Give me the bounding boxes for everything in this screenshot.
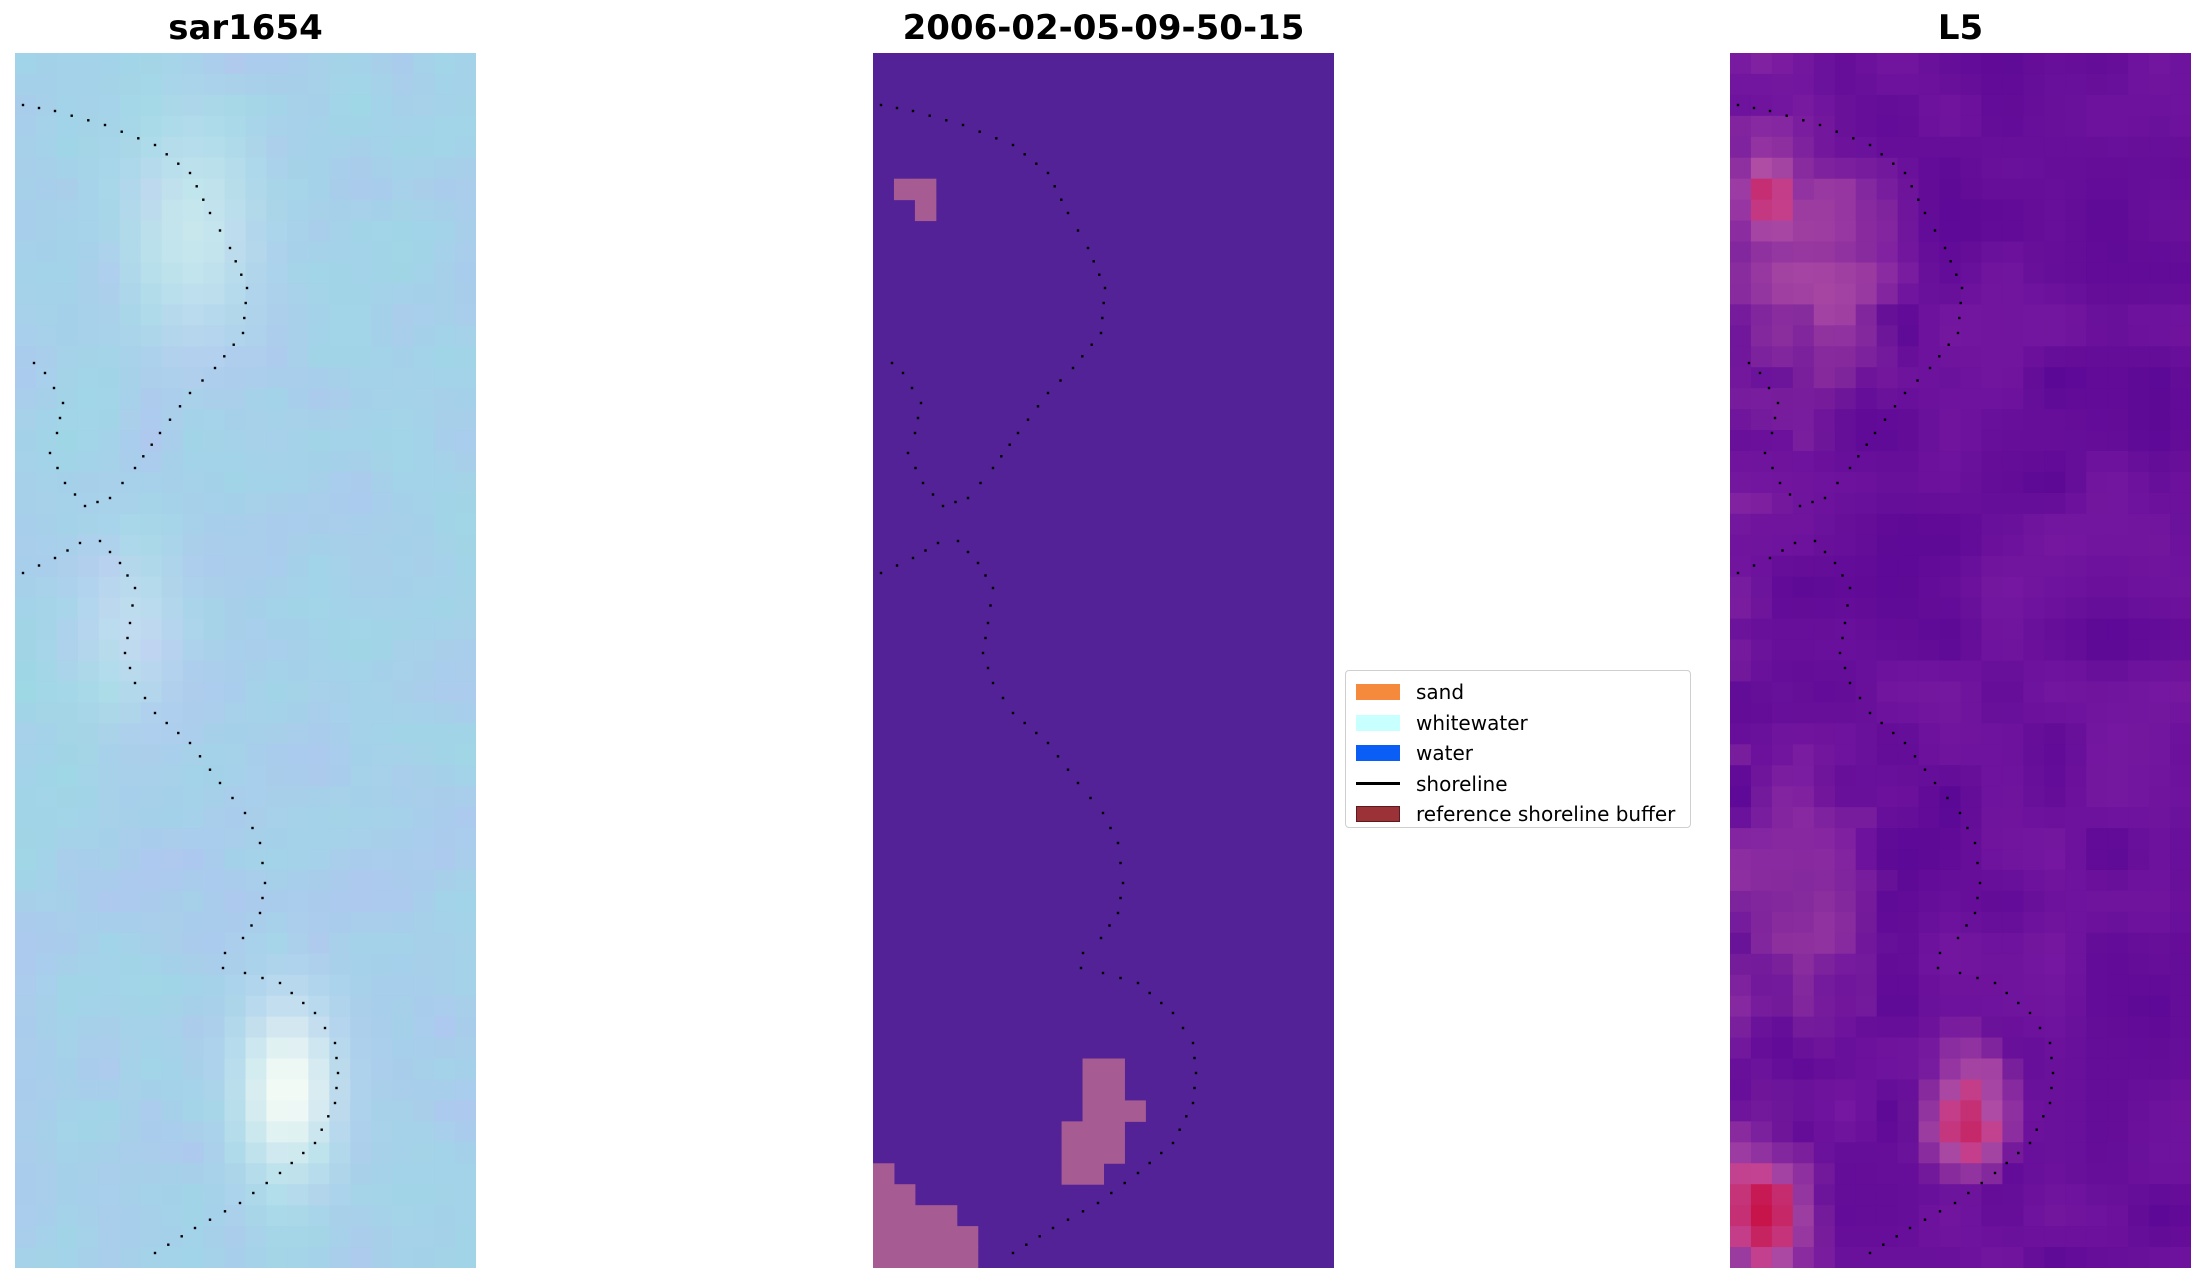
buffer-pixel	[873, 1247, 895, 1268]
legend-label: whitewater	[1416, 710, 1528, 735]
legend-label: reference shoreline buffer	[1416, 802, 1676, 827]
buffer-pixel	[873, 1205, 895, 1227]
legend-item-whitewater: whitewater	[1356, 708, 1680, 739]
reference-buffer-swatch	[1356, 806, 1400, 823]
buffer-pixel	[893, 1226, 916, 1248]
buffer-pixel	[1103, 1142, 1125, 1164]
buffer-pixel	[956, 1226, 979, 1248]
index-image	[1730, 53, 2191, 1268]
legend-item-shoreline: shoreline	[1356, 769, 1680, 800]
panel-title-classified: 2006-02-05-09-50-15	[902, 8, 1305, 48]
classified-image-panel	[873, 53, 1334, 1268]
buffer-pixel	[935, 1226, 958, 1248]
water-swatch	[1356, 745, 1400, 762]
buffer-pixel	[873, 1226, 895, 1248]
legend-item-water: water	[1356, 738, 1680, 769]
legend: sand whitewater water shoreline referenc…	[1345, 670, 1691, 828]
index-image-panel	[1730, 53, 2191, 1268]
buffer-pixel	[956, 1247, 979, 1268]
legend-label: sand	[1416, 680, 1465, 705]
legend-label: water	[1416, 741, 1473, 766]
shoreline-dots	[21, 103, 340, 1255]
buffer-pixel	[935, 1247, 958, 1268]
buffer-pixel	[873, 1184, 895, 1206]
sand-swatch	[1356, 684, 1400, 701]
buffer-pixel	[1082, 1058, 1104, 1080]
buffer-pixel	[893, 1205, 916, 1227]
rgb-image-panel	[15, 53, 476, 1268]
buffer-pixel	[1103, 1100, 1125, 1122]
shoreline-dots	[1736, 103, 2055, 1255]
buffer-pixel	[1103, 1079, 1125, 1101]
buffer-pixel	[1103, 1058, 1125, 1080]
legend-item-sand: sand	[1356, 677, 1680, 708]
buffer-pixel	[1082, 1079, 1104, 1101]
panel-title-index: L5	[1937, 8, 1984, 48]
buffer-pixel	[1061, 1142, 1084, 1164]
buffer-pixel	[893, 1184, 916, 1206]
shoreline-dots	[879, 103, 1198, 1255]
reference-buffer-pixels	[873, 178, 1146, 1268]
buffer-pixel	[914, 1247, 937, 1268]
shoreline-line	[1356, 782, 1400, 786]
buffer-pixel	[914, 1205, 937, 1227]
legend-item-reference-buffer: reference shoreline buffer	[1356, 799, 1680, 830]
rgb-image	[15, 53, 476, 1268]
classified-image	[873, 53, 1334, 1268]
buffer-pixel	[1061, 1121, 1084, 1143]
buffer-pixel	[1082, 1100, 1104, 1122]
whitewater-swatch	[1356, 714, 1400, 731]
buffer-pixel	[1103, 1121, 1125, 1143]
panel-title-rgb: sar1654	[168, 8, 323, 48]
buffer-pixel	[893, 178, 916, 201]
buffer-pixel	[914, 1226, 937, 1248]
buffer-pixel	[873, 1163, 895, 1185]
buffer-pixel	[1061, 1163, 1084, 1185]
buffer-pixel	[935, 1205, 958, 1227]
buffer-pixel	[914, 199, 937, 222]
buffer-pixel	[893, 1247, 916, 1268]
buffer-pixel	[1082, 1163, 1104, 1185]
buffer-pixel	[1124, 1100, 1146, 1122]
buffer-pixel	[1082, 1121, 1104, 1143]
legend-label: shoreline	[1416, 771, 1508, 796]
buffer-pixel	[1082, 1142, 1104, 1164]
buffer-pixel	[914, 178, 937, 201]
